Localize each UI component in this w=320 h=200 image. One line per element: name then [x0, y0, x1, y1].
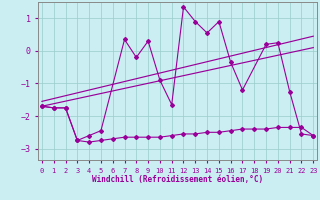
- X-axis label: Windchill (Refroidissement éolien,°C): Windchill (Refroidissement éolien,°C): [92, 175, 263, 184]
